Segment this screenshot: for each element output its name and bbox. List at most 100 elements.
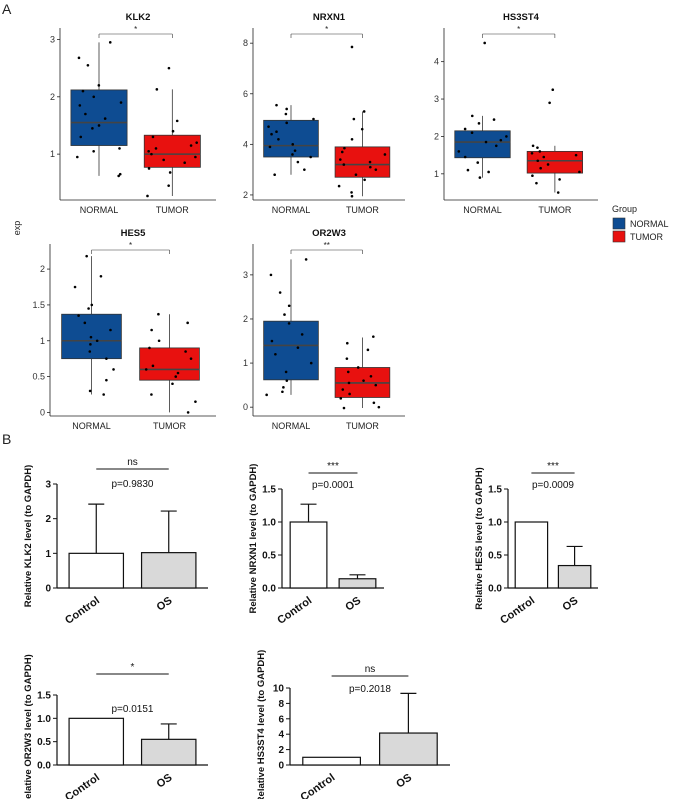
y-tick-label: 0 (278, 761, 284, 772)
data-point (463, 155, 467, 159)
data-point (285, 379, 289, 383)
x-tick-label: NORMAL (80, 205, 119, 215)
box-normal (70, 89, 128, 146)
data-point (366, 348, 370, 352)
data-point (273, 173, 276, 177)
y-tick-label: 2 (243, 314, 248, 324)
data-point (275, 130, 278, 134)
x-tick-label: OS (560, 595, 580, 614)
data-point (157, 339, 161, 343)
data-point (176, 371, 180, 375)
y-tick-label: 2 (278, 745, 284, 756)
boxplot-nrxn1: 2 4 6 8 NRXN1 NORMAL TUMOR * (243, 12, 405, 215)
data-point (109, 328, 112, 332)
data-point (574, 153, 578, 157)
data-point (348, 392, 351, 396)
box-tumor (526, 150, 583, 174)
data-point (345, 341, 349, 345)
significance-mark: * (131, 662, 135, 673)
data-point (538, 150, 542, 153)
data-point (377, 405, 381, 409)
data-point (147, 149, 150, 153)
p-value-label: p=0.9830 (112, 479, 154, 490)
data-point (494, 144, 498, 148)
data-point (372, 335, 375, 338)
bar-os (140, 552, 197, 589)
data-point (312, 117, 315, 121)
p-value-label: p=0.2018 (349, 684, 391, 695)
data-point (546, 163, 550, 166)
data-point (356, 366, 360, 369)
data-point (105, 357, 108, 360)
y-tick-label: 0.5 (32, 372, 45, 382)
data-point (505, 135, 508, 138)
legend-tumor-label: TUMOR (630, 232, 663, 242)
data-point (342, 406, 346, 410)
legend-normal-label: NORMAL (630, 219, 669, 229)
data-point (77, 314, 80, 317)
significance-mark: ns (365, 664, 376, 675)
legend-tumor-swatch (612, 230, 626, 243)
data-point (73, 285, 77, 289)
chart-title: NRXN1 (313, 12, 346, 23)
panel-a-label: A (2, 1, 12, 17)
data-point (108, 41, 112, 44)
data-point (342, 163, 346, 166)
data-point (76, 155, 79, 159)
data-point (270, 339, 274, 343)
data-point (112, 368, 115, 371)
data-point (87, 307, 90, 310)
bar-control (302, 756, 361, 766)
p-value-label: p=0.0001 (312, 480, 354, 491)
data-point (347, 381, 351, 385)
y-tick-label: 1.0 (37, 714, 51, 725)
x-tick-label: Control (275, 595, 314, 627)
data-point (184, 350, 187, 353)
data-point (157, 312, 160, 316)
data-point (150, 328, 153, 332)
y-tick-label: 4 (243, 139, 248, 149)
y-tick-label: 1 (50, 149, 55, 159)
data-point (287, 304, 291, 308)
data-point (154, 147, 158, 150)
data-point (531, 144, 535, 148)
y-tick-label: 2 (434, 131, 439, 141)
data-point (284, 370, 288, 374)
y-tick-label: 3 (243, 270, 248, 280)
x-tick-label: NORMAL (72, 421, 111, 431)
data-point (269, 273, 273, 277)
y-axis-label: Relative OR2W3 level (to GAPDH) (23, 654, 34, 799)
data-point (291, 153, 294, 156)
data-point (86, 63, 90, 67)
data-point (548, 101, 551, 105)
data-point (374, 383, 378, 387)
chart-title: KLK2 (126, 12, 151, 23)
y-tick-label: 2 (45, 514, 51, 525)
data-point (148, 346, 151, 350)
data-point (268, 145, 272, 149)
barchart-2: 0.0 0.5 1.0 1.5 Control OS *** p=0.0001 Relative… (248, 461, 384, 627)
bar-os (557, 564, 592, 589)
data-point (287, 322, 291, 325)
barchart-1: 0 1 2 3 Control OS ns p=0.9830 Relative KLK2 lev… (23, 457, 208, 627)
data-point (483, 41, 486, 45)
data-point (350, 191, 353, 194)
data-point (84, 112, 87, 116)
shared-y-label: exp (12, 221, 22, 236)
x-tick-label: Control (298, 772, 337, 799)
data-point (278, 291, 282, 294)
data-point (350, 137, 354, 141)
y-tick-label: 0.5 (37, 737, 51, 748)
data-point (542, 155, 546, 159)
box-normal (454, 130, 511, 159)
data-point (346, 370, 350, 374)
data-point (372, 401, 376, 405)
data-point (354, 173, 358, 177)
data-point (194, 155, 197, 159)
data-point (277, 137, 280, 141)
data-point (189, 357, 193, 360)
data-point (339, 397, 343, 400)
data-point (102, 393, 105, 396)
data-point (362, 379, 365, 383)
